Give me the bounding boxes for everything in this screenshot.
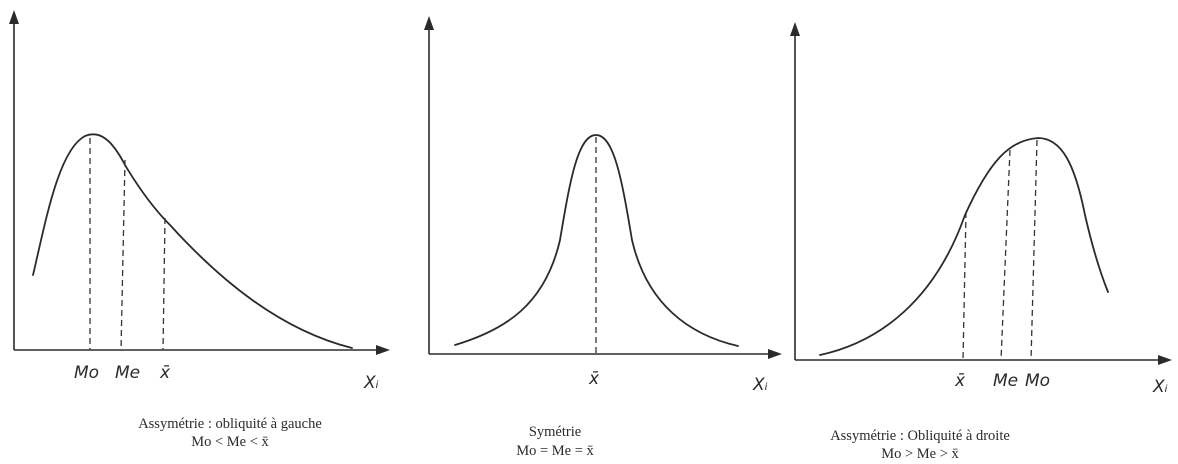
right-caption-title: Assymétrie : Obliquité à droite bbox=[830, 428, 1010, 444]
right-mode-dashed-line bbox=[1030, 139, 1038, 361]
right-median-dashed-line bbox=[1000, 149, 1011, 361]
left-mode-label: Mo bbox=[74, 363, 99, 383]
left-mean-label: x̄ bbox=[159, 363, 171, 383]
middle-caption-formula: Mo = Me = x̄ bbox=[516, 443, 594, 459]
left-mean-dashed-line bbox=[162, 217, 166, 351]
right-mean-label: x̄ bbox=[954, 371, 966, 391]
right-x-arrow-icon bbox=[1158, 355, 1172, 365]
middle-x-arrow-icon bbox=[768, 349, 782, 359]
middle-mean-label: x̄ bbox=[588, 369, 600, 389]
middle-y-arrow-icon bbox=[424, 16, 434, 30]
left-x-arrow-icon bbox=[376, 345, 390, 355]
left-caption-formula: Mo < Me < x̄ bbox=[191, 434, 269, 450]
right-y-arrow-icon bbox=[790, 22, 800, 36]
left-distribution-curve bbox=[32, 133, 353, 349]
panel-left: Mo Me x̄ Xᵢ Assymétrie : obliquité à gau… bbox=[9, 10, 390, 450]
middle-caption-title: Symétrie bbox=[529, 424, 581, 440]
right-axis-label: Xᵢ bbox=[1152, 377, 1168, 397]
panel-right: x̄ Me Mo Xᵢ Assymétrie : Obliquité à dro… bbox=[790, 22, 1172, 462]
right-median-label: Me bbox=[993, 371, 1018, 391]
middle-axis-label: Xᵢ bbox=[752, 375, 768, 395]
right-mode-label: Mo bbox=[1025, 371, 1050, 391]
right-mean-dashed-line bbox=[962, 211, 967, 361]
left-median-dashed-line bbox=[120, 159, 126, 351]
right-caption-formula: Mo > Me > x̄ bbox=[881, 446, 959, 462]
left-y-arrow-icon bbox=[9, 10, 19, 24]
panel-middle: x̄ Xᵢ Symétrie Mo = Me = x̄ bbox=[424, 16, 782, 459]
middle-distribution-curve bbox=[454, 134, 739, 347]
left-caption-title: Assymétrie : obliquité à gauche bbox=[138, 416, 322, 432]
left-median-label: Me bbox=[115, 363, 140, 383]
right-distribution-curve bbox=[819, 137, 1109, 356]
left-axis-label: Xᵢ bbox=[363, 373, 379, 393]
